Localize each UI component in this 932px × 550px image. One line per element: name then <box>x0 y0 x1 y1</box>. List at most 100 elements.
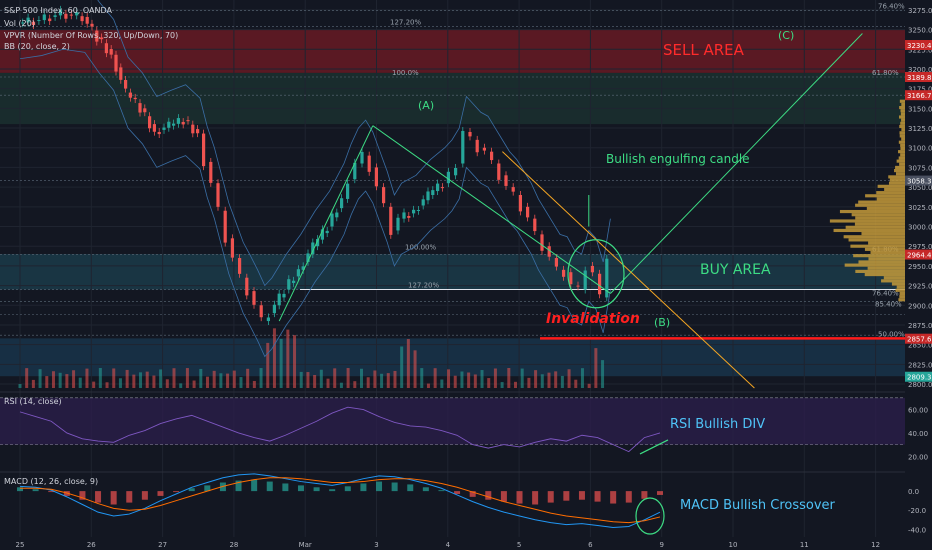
candle-body <box>407 216 411 218</box>
volume-profile-bar <box>899 105 905 110</box>
macd-layer <box>0 471 905 535</box>
volume-profile-bar <box>895 165 905 170</box>
macd-histogram-bar <box>251 479 258 492</box>
macd-histogram-bar <box>126 491 133 503</box>
volume-profile-bar <box>899 99 905 103</box>
y-tick-label: 3175.0 <box>908 86 932 94</box>
y-tick-label: 2950.0 <box>908 263 932 271</box>
macd-y-tick: -40.0 <box>908 526 926 534</box>
macd-histogram-bar <box>266 481 273 492</box>
volume-bar <box>359 368 363 388</box>
volume-profile-bar <box>858 200 905 204</box>
candle-body <box>133 97 137 100</box>
rsi-legend: RSI (14, close) <box>4 397 62 406</box>
volume-bar <box>574 379 578 388</box>
volume-bar <box>232 370 236 388</box>
volume-profile-bar <box>900 109 905 113</box>
fib-label: 85.40% <box>875 300 902 308</box>
volume-profile-bar <box>868 257 905 261</box>
volume-profile-bar <box>901 118 905 122</box>
y-tick-label: 2975.0 <box>908 243 932 251</box>
volume-bar <box>118 378 122 388</box>
candle-body <box>75 12 79 16</box>
y-axis-bg <box>905 0 932 550</box>
volume-bar <box>507 368 511 388</box>
volume-bar <box>440 379 444 388</box>
volume-bar <box>31 379 35 388</box>
vpvr-legend: VPVR (Number Of Rows, 320, Up/Down, 70) <box>4 31 179 40</box>
candle-body <box>272 304 276 314</box>
bb-legend: BB (20, close, 2) <box>4 42 70 51</box>
y-tick-label: 2850.0 <box>908 342 932 350</box>
macd-histogram-bar <box>407 484 414 492</box>
volume-bar <box>313 374 317 388</box>
rsi-y-tick: 60.00 <box>908 407 928 415</box>
volume-profile-bar <box>898 298 905 302</box>
candle-body <box>554 258 558 267</box>
candle-body <box>186 120 190 122</box>
sell-zone <box>0 29 905 73</box>
volume-profile-bar <box>888 181 905 185</box>
volume-profile-bar <box>876 197 905 201</box>
price-tag: 2809.3 <box>907 374 932 382</box>
candle-body <box>504 175 508 186</box>
candle-body <box>316 239 320 247</box>
volume-bar <box>467 372 471 388</box>
volume-profile-bar <box>889 178 905 182</box>
y-tick-label: 3125.0 <box>908 125 932 133</box>
macd-histogram-bar <box>79 491 86 500</box>
volume-profile-bar <box>845 225 905 229</box>
volume-profile-bar <box>891 282 905 286</box>
volume-profile-bar <box>861 232 905 236</box>
volume-bar <box>51 371 55 388</box>
volume-profile-bar <box>899 115 905 119</box>
candle-body <box>296 269 300 277</box>
x-tick-label: 27 <box>158 541 167 549</box>
volume-bar <box>480 370 484 388</box>
candle-body <box>138 103 142 113</box>
x-tick-label: 10 <box>729 541 738 549</box>
x-tick-label: 12 <box>871 541 880 549</box>
volume-profile-bar <box>865 194 905 198</box>
candle-body <box>26 17 30 23</box>
volume-profile-bar <box>855 203 905 207</box>
candle-body <box>277 293 281 306</box>
macd-histogram-bar <box>641 491 648 499</box>
x-tick-label: 6 <box>588 541 593 549</box>
candle-body <box>21 22 25 24</box>
candle-body <box>389 206 393 235</box>
y-tick-label: 2825.0 <box>908 361 932 369</box>
candle-body <box>230 238 234 258</box>
price-tag-bg <box>905 175 932 186</box>
x-axis-bg <box>0 537 932 550</box>
volume-bar <box>185 368 189 388</box>
candle-body <box>100 37 104 40</box>
volume-bar <box>400 346 404 388</box>
macd-histogram-bar <box>32 489 39 492</box>
volume-profile-bar <box>896 285 905 289</box>
candle-body <box>259 305 263 318</box>
candle-body <box>518 195 522 212</box>
x-axis-layer: 25 26 27 28 Mar 3 4 5 6 9 10 11 12 <box>0 537 932 550</box>
buy-area-ellipse <box>567 239 625 309</box>
candle-body <box>238 258 242 274</box>
candle-body <box>148 116 152 129</box>
volume-bar <box>527 377 531 388</box>
volume-profile-bar <box>899 291 905 296</box>
volume-bar <box>226 373 230 388</box>
candle-body <box>382 187 386 204</box>
macd-histogram-bar <box>95 491 102 503</box>
volume-profile-bar <box>898 150 905 154</box>
volume-bar <box>293 335 297 388</box>
volume-profile-bar <box>901 137 905 141</box>
volume-profile-bar <box>833 228 905 233</box>
volume-profile-bar <box>839 209 905 214</box>
x-tick-label: 5 <box>517 541 521 549</box>
candle-body <box>209 161 213 183</box>
volume-bar <box>473 374 477 388</box>
macd-histogram-bar <box>547 491 554 503</box>
macd-y-tick: -20.0 <box>908 507 926 515</box>
volume-bar <box>65 374 69 388</box>
candle-body <box>547 246 551 257</box>
